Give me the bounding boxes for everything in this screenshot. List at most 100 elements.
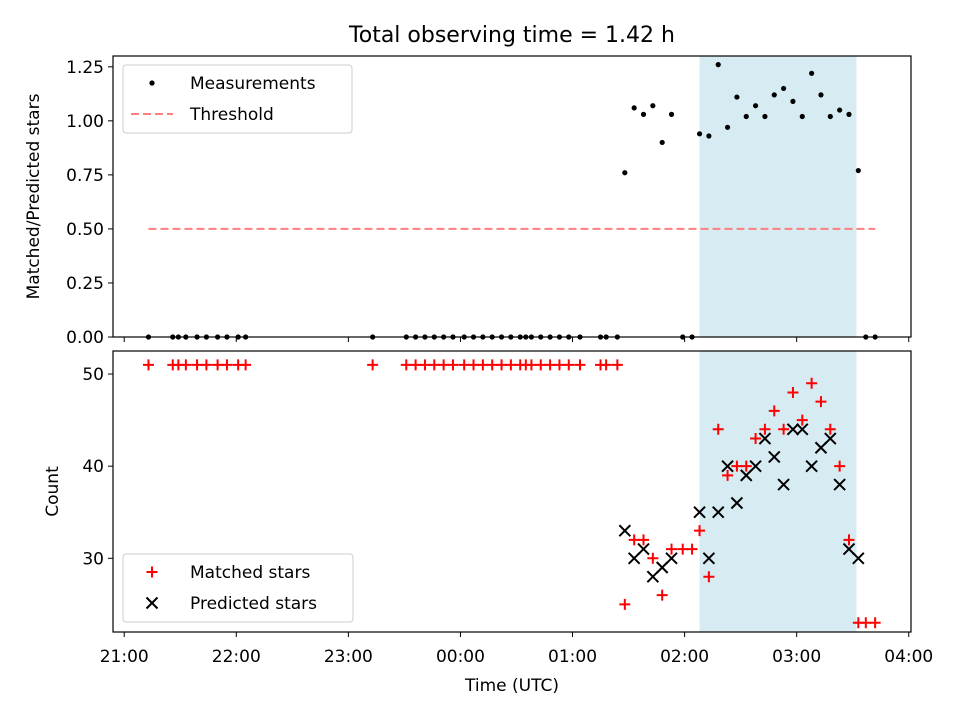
- data-point: [668, 111, 675, 117]
- y-tick-label: 0.75: [66, 166, 104, 186]
- data-point: [749, 459, 762, 473]
- data-point: [640, 111, 647, 117]
- data-point: [759, 423, 771, 435]
- y-axis-label: Matched/Predicted stars: [24, 93, 44, 299]
- x-tick-label: 02:00: [660, 647, 709, 667]
- data-point: [665, 552, 678, 565]
- x-tick-label: 01:00: [548, 647, 597, 667]
- data-point: [525, 359, 537, 371]
- data-point: [712, 506, 725, 519]
- data-point: [869, 617, 881, 629]
- legend-label: Matched stars: [190, 563, 310, 583]
- data-point: [477, 359, 489, 371]
- data-point: [721, 459, 734, 473]
- data-point: [655, 561, 669, 574]
- data-point: [618, 524, 632, 537]
- data-point: [544, 359, 556, 371]
- data-point: [814, 441, 828, 454]
- highlight-span: [699, 56, 857, 337]
- data-point: [722, 469, 734, 481]
- data-point: [768, 405, 780, 417]
- legend-entry: Predicted stars: [145, 594, 317, 614]
- data-point: [706, 133, 712, 139]
- highlight-span: [699, 351, 857, 632]
- series-matched-stars: [142, 359, 881, 629]
- legend-entry: Measurements: [149, 74, 316, 94]
- data-point: [240, 359, 252, 371]
- data-point: [702, 552, 716, 565]
- axes-frame: [112, 350, 912, 633]
- data-point: [400, 359, 412, 371]
- data-point: [805, 459, 818, 473]
- data-point: [486, 359, 498, 371]
- data-point: [846, 111, 852, 117]
- top-panel: 0.00 0.25 0.50 0.75 1.00 1.25 Matched/Predicte…: [24, 55, 912, 348]
- legend-marker-swatch: [145, 596, 159, 610]
- data-point: [694, 525, 706, 537]
- data-point: [790, 98, 796, 104]
- x-tick-label: 04:00: [884, 647, 933, 667]
- data-point: [740, 460, 752, 472]
- data-point: [458, 359, 470, 371]
- data-point: [852, 552, 865, 565]
- legend-entry: Threshold: [131, 105, 274, 125]
- data-point: [650, 103, 656, 109]
- data-point: [142, 359, 154, 371]
- data-point: [724, 124, 731, 130]
- data-point: [786, 423, 800, 436]
- y-tick-label: 1.00: [66, 112, 104, 132]
- data-point: [824, 432, 837, 445]
- y-tick-label: 0.00: [66, 328, 104, 348]
- x-tick-label: 00:00: [436, 647, 485, 667]
- data-point: [731, 460, 743, 472]
- data-point: [631, 105, 637, 111]
- data-point: [574, 359, 586, 371]
- legend-marker-swatch: [146, 566, 158, 578]
- data-point: [496, 359, 508, 371]
- y-tick-label: 0.25: [66, 274, 104, 294]
- data-point: [818, 92, 824, 98]
- x-axis-label: Time (UTC): [464, 676, 559, 696]
- legend: Measurements Threshold: [122, 64, 353, 134]
- axes-frame: [112, 55, 912, 338]
- data-point: [730, 496, 744, 510]
- data-point: [622, 170, 628, 176]
- y-axis-label: Count: [43, 466, 63, 517]
- data-point: [659, 139, 665, 146]
- data-point: [771, 92, 777, 98]
- data-point: [637, 542, 650, 556]
- y-tick-label: 0.50: [66, 220, 104, 240]
- data-point: [843, 534, 855, 546]
- data-point: [740, 469, 753, 482]
- data-point: [712, 423, 724, 435]
- data-point: [221, 359, 233, 371]
- data-point: [686, 543, 698, 555]
- data-point: [693, 506, 706, 519]
- legend-label: Predicted stars: [190, 594, 317, 614]
- chart-title: Total observing time = 1.42 h: [348, 23, 675, 48]
- data-point: [806, 377, 818, 389]
- data-point: [855, 167, 861, 174]
- data-point: [535, 359, 547, 371]
- data-point: [752, 103, 759, 109]
- data-point: [837, 107, 843, 113]
- data-point: [638, 534, 650, 546]
- data-point: [715, 62, 721, 68]
- data-point: [619, 598, 631, 610]
- data-point: [703, 571, 715, 583]
- data-point: [611, 359, 623, 371]
- data-point: [505, 359, 517, 371]
- bottom-panel: 30 40 50 Count 21:00 22:00 23:00 00:00 01:00 02:0…: [43, 350, 933, 667]
- legend-entry: Matched stars: [146, 563, 310, 583]
- x-tick-label: 21:00: [100, 647, 149, 667]
- data-point: [781, 85, 787, 92]
- data-point: [809, 70, 815, 76]
- data-point: [563, 359, 575, 371]
- data-point: [824, 423, 836, 435]
- data-point: [696, 131, 703, 137]
- legend-box: [122, 553, 354, 623]
- data-point: [677, 543, 689, 555]
- data-point: [787, 386, 799, 398]
- x-tick-label: 22:00: [212, 647, 261, 667]
